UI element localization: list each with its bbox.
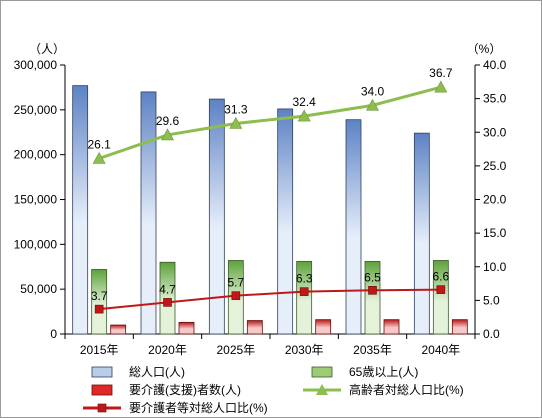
right-axis-tick-label: 40.0 [483,58,507,72]
point-elderly-ratio [160,128,175,141]
right-axis-tick-label: 30.0 [483,125,507,139]
left-axis-tick-label: 250,000 [14,103,58,117]
chart-svg: 0 50,000 100,000 150,000 200,000 250,000 300,0… [14,42,507,357]
data-label-elderly-ratio: 34.0 [361,84,385,98]
bar-aged-65-plus [296,260,313,335]
bar-care-needed [246,320,263,335]
right-axis-tick-label: 35.0 [483,92,507,106]
x-axis-category-label: 2030年 [285,343,324,357]
point-elderly-ratio [229,116,243,129]
legend-label: 総人口(人) [129,365,185,379]
point-care-ratio [368,285,377,295]
point-care-ratio [299,287,309,296]
point-elderly-ratio [297,109,311,122]
bar-care-needed [315,319,332,335]
bar-total-population [413,132,430,335]
bar-total-population [208,98,225,335]
data-label-care-ratio: 6.6 [432,270,449,284]
x-axis-category-label: 2025年 [216,343,255,357]
right-axis-tick-label: 0.0 [483,327,500,341]
legend-swatch-bar [301,365,343,379]
x-axis-category-label: 2035年 [353,343,392,357]
legend-label: 65歳以上(人) [349,365,419,379]
data-label-care-ratio: 6.5 [364,270,381,284]
point-care-ratio [94,304,104,314]
point-elderly-ratio [365,98,380,111]
left-axis-tick-label: 50,000 [20,282,57,296]
point-elderly-ratio [434,80,448,93]
bar-total-population [140,91,157,335]
data-label-elderly-ratio: 36.7 [429,66,453,80]
right-axis-unit-label: （%） [467,42,502,56]
point-care-ratio [436,285,446,294]
right-axis-tick-label: 10.0 [483,260,507,274]
right-axis-tick-label: 5.0 [483,293,500,307]
bar-aged-65-plus [91,269,108,335]
data-label-care-ratio: 4.7 [159,282,176,296]
right-axis-tick-label: 20.0 [483,193,507,207]
bar-aged-65-plus [364,260,381,335]
line-elderly-ratio [98,85,442,160]
bar-aged-65-plus [432,260,449,335]
left-axis-tick-label: 100,000 [14,237,58,251]
legend-swatch-bar [81,383,123,397]
legend-label: 高齢者対総人口比(%) [349,383,464,397]
point-care-ratio [231,291,241,300]
x-axis-category-label: 2015年 [80,343,119,357]
right-axis-tick-label: 25.0 [483,159,507,173]
left-axis-tick-label: 150,000 [14,193,58,207]
bar-care-needed [178,321,195,335]
data-label-elderly-ratio: 31.3 [224,103,248,117]
data-label-elderly-ratio: 29.6 [156,114,180,128]
legend-label: 要介護者等対総人口比(%) [129,401,268,415]
line-care-ratio [99,288,441,311]
left-axis-tick-label: 200,000 [14,148,58,162]
legend-label: 要介護(支援)者数(人) [129,383,241,397]
left-axis-unit-label: （人） [29,42,65,56]
bar-total-population [277,108,294,335]
data-label-care-ratio: 3.7 [91,289,108,303]
right-axis-tick-label: 15.0 [483,226,507,240]
bar-total-population [72,85,89,335]
bar-care-needed [451,319,468,335]
left-axis-tick-label: 300,000 [14,58,58,72]
left-axis-tick-label: 0 [50,327,57,341]
legend-swatch-line [81,401,123,415]
data-label-elderly-ratio: 32.4 [292,95,316,109]
data-label-care-ratio: 6.3 [296,272,313,286]
data-label-care-ratio: 5.7 [227,276,244,290]
x-axis-category-label: 2020年 [148,343,187,357]
legend-swatch-line [301,383,343,397]
bar-care-needed [383,319,400,335]
point-care-ratio [163,298,172,307]
data-label-elderly-ratio: 26.1 [87,137,111,151]
bar-care-needed [110,324,127,335]
point-elderly-ratio [92,151,106,164]
bar-total-population [345,119,362,335]
legend-swatch-bar [81,365,123,379]
x-axis-category-label: 2040年 [421,343,460,357]
